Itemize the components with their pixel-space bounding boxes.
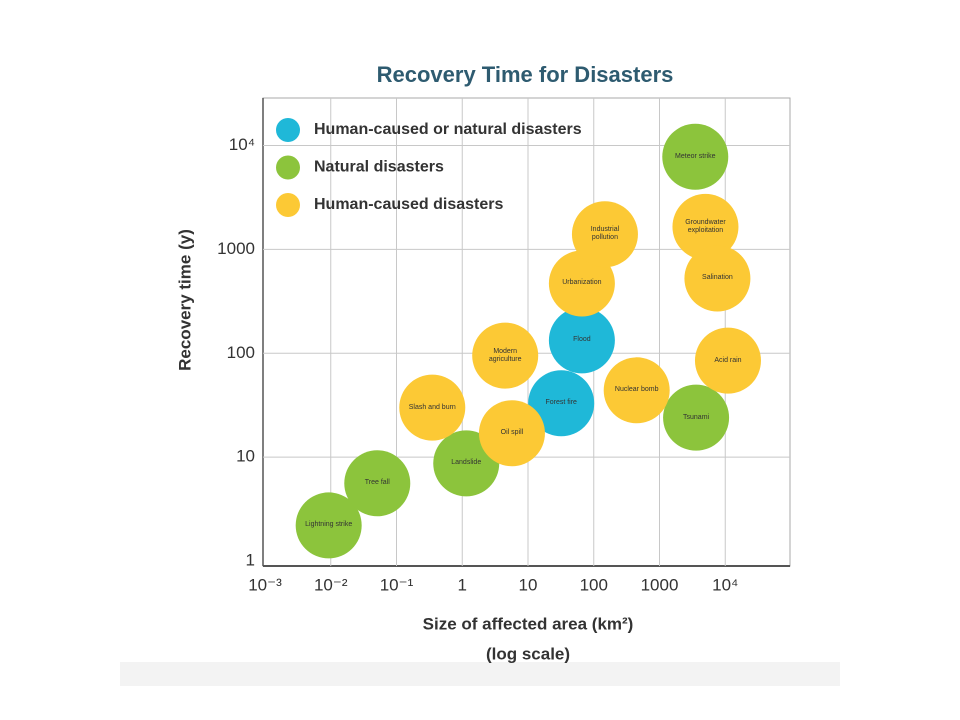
y-tick-label: 1000: [217, 239, 255, 258]
bubble: [295, 492, 362, 559]
bubble-label-box: Meteor strike: [675, 152, 716, 160]
bubble-label: Acid rain: [714, 356, 742, 364]
footer-band: [120, 662, 840, 686]
bubble: [603, 357, 670, 424]
y-tick-label: 1: [246, 550, 255, 569]
bubble-label-box: Nuclear bomb: [614, 386, 659, 394]
bubble-label: Modern agriculture: [488, 347, 522, 363]
bubble-label-box: Groundwater exploitation: [685, 218, 726, 234]
bubble-label-box: Flood: [573, 336, 591, 344]
legend-label: Human-caused disasters: [314, 196, 504, 213]
bubble-label: Meteor strike: [675, 152, 716, 160]
bubble-label-box: Modern agriculture: [488, 347, 522, 363]
legend-label: Human-caused or natural disasters: [314, 121, 582, 138]
bubble-label: Nuclear bomb: [614, 386, 659, 394]
x-tick-label: 10⁻³: [248, 575, 282, 594]
bubble-label: Salination: [702, 274, 733, 282]
y-axis-label: Recovery time (y): [175, 229, 194, 371]
bubble-label-box: Acid rain: [714, 356, 742, 364]
bubble: [662, 123, 729, 190]
legend-swatch: [276, 155, 300, 180]
bubble: [472, 322, 539, 389]
bubble: [528, 370, 595, 437]
legend-label: Natural disasters: [314, 159, 444, 176]
x-axis-note: (log scale): [486, 644, 570, 663]
y-tick-label: 10⁴: [229, 135, 255, 154]
legend-swatch: [276, 118, 300, 142]
bubble: [663, 384, 730, 451]
bubble-label: Forest fire: [545, 399, 577, 407]
bubble-label-box: Landslide: [451, 459, 482, 467]
bubble-label: Industrial pollution: [590, 226, 620, 242]
x-tick-label: 10: [519, 575, 538, 594]
x-tick-label: 10⁴: [712, 575, 738, 594]
bubble: [548, 307, 615, 374]
x-tick-label: 10⁻¹: [380, 575, 414, 594]
bubble-label: Tsunami: [683, 413, 710, 421]
x-axis-label: Size of affected area (km²): [423, 614, 634, 633]
bubble-label-box: Slash and burn: [408, 403, 456, 411]
bubble-label: Tree fall: [364, 479, 390, 487]
x-tick-label: 100: [580, 575, 608, 594]
x-tick-label: 10⁻²: [314, 575, 348, 594]
bubble-label-box: Forest fire: [545, 399, 577, 407]
bubble: [694, 327, 761, 394]
bubble: [478, 400, 545, 467]
y-tick-label: 100: [227, 343, 255, 362]
bubble-label-box: Oil spill: [500, 429, 524, 437]
bubble-label-box: Urbanization: [562, 279, 602, 287]
bubble: [571, 201, 638, 268]
bubble-label-box: Lightning strike: [305, 521, 353, 529]
bubble: [344, 450, 411, 517]
bubble-label-box: Industrial pollution: [590, 226, 620, 242]
bubble-label: Urbanization: [562, 279, 602, 287]
bubble-label: Oil spill: [500, 429, 524, 437]
bubble-label: Groundwater exploitation: [685, 218, 726, 234]
y-tick-label: 10: [236, 447, 255, 466]
bubble: [548, 250, 615, 317]
x-tick-label: 1: [458, 575, 467, 594]
bubble-label-box: Salination: [702, 274, 733, 282]
bubble-label: Lightning strike: [305, 521, 353, 529]
x-tick-label: 1000: [641, 575, 679, 594]
bubble: [672, 193, 739, 260]
bubble: [684, 245, 751, 312]
bubble-label: Flood: [573, 336, 591, 344]
bubble: [399, 374, 466, 441]
legend-swatch: [276, 193, 300, 217]
bubble-label-box: Tree fall: [364, 479, 390, 487]
bubble-label-box: Tsunami: [683, 413, 710, 421]
bubble-label: Landslide: [451, 459, 482, 467]
chart-title: Recovery Time for Disasters: [377, 62, 674, 87]
bubble-label: Slash and burn: [408, 403, 456, 411]
